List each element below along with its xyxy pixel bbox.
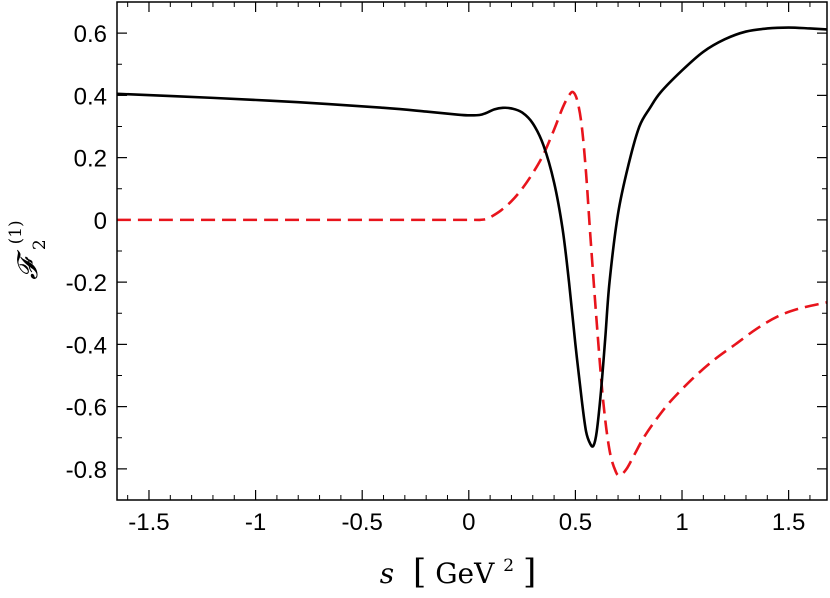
major-ticks [117,2,827,500]
y-tick-label: 0.4 [74,83,107,110]
x-axis-unit: GeV [435,557,495,590]
x-tick-label: 0 [462,509,475,536]
x-axis-label: s [ GeV 2 ] [380,545,537,592]
series-line-solid [117,26,827,448]
x-tick-label: -1 [245,509,266,536]
x-tick-label: 1 [675,509,688,536]
x-tick-label: 0.5 [559,509,592,536]
x-tick-labels: -1.5 -1 -0.5 0 0.5 1 1.5 [128,509,805,536]
y-tick-label: -0.2 [66,270,107,297]
series-layer [117,26,827,477]
y-tick-label: 0.2 [74,146,107,173]
y-axis-label: 𝓕 2 (1) [6,220,52,279]
y-tick-labels: 0.6 0.4 0.2 0 -0.2 -0.4 -0.6 -0.8 [66,21,107,484]
y-tick-label: -0.6 [66,395,107,422]
x-axis-unit-open: [ [413,552,426,592]
y-tick-label: 0.6 [74,21,107,48]
y-axis-sub: 2 [30,239,50,250]
x-tick-label: 1.5 [772,509,805,536]
y-tick-label: -0.8 [66,457,107,484]
x-tick-label: -1.5 [128,509,169,536]
minor-ticks [117,1,827,501]
y-tick-label: 0 [94,208,107,235]
y-axis-base: 𝓕 [11,250,44,280]
y-axis-sup: (1) [6,220,26,244]
svg-text:𝓕 2 (1): 𝓕 2 (1) [6,220,52,279]
x-axis-unit-close: ] [523,552,536,592]
plot-frame [116,1,828,501]
x-axis-unit-exp: 2 [503,556,514,576]
x-tick-label: -0.5 [342,509,383,536]
x-axis-var: s [380,557,394,590]
series-line-dashed [117,90,827,477]
y-tick-label: -0.4 [66,332,107,359]
